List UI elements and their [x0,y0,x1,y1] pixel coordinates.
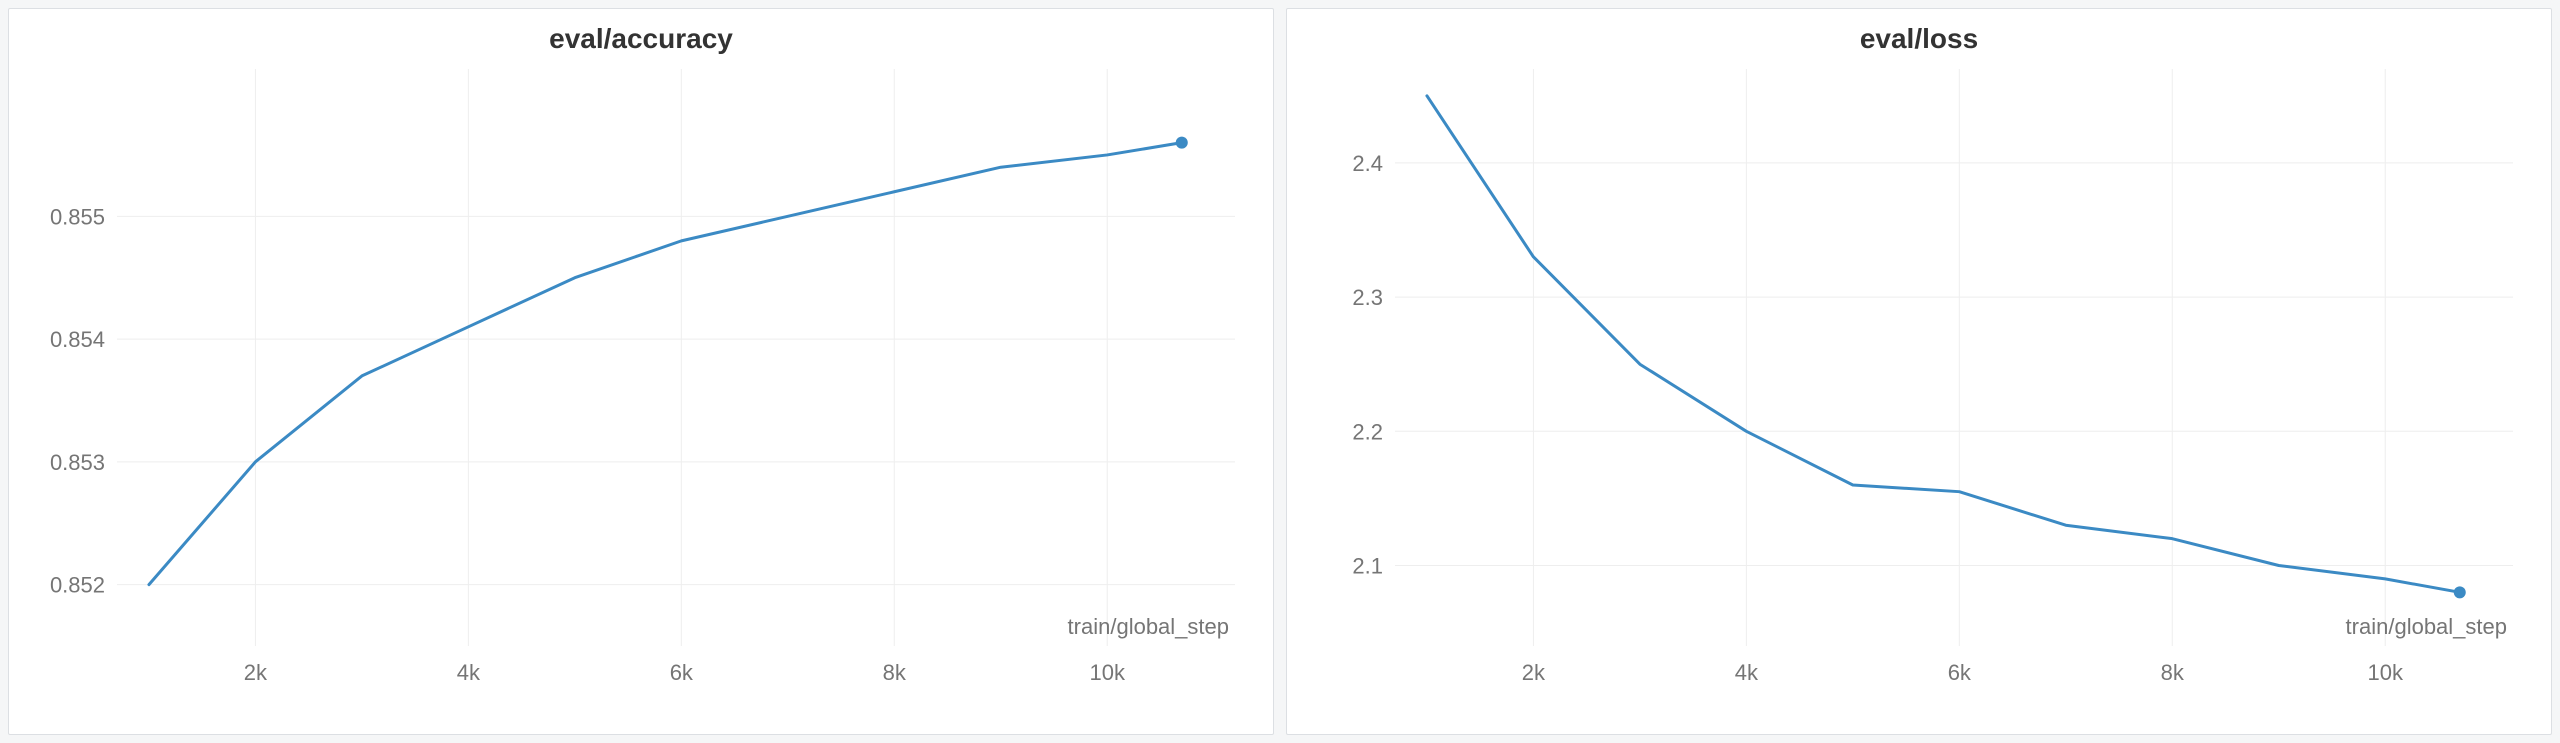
svg-text:10k: 10k [2367,660,2403,685]
svg-text:0.854: 0.854 [50,327,105,352]
svg-text:2.4: 2.4 [1352,151,1383,176]
svg-text:2k: 2k [244,660,268,685]
chart-title: eval/loss [1305,23,2533,55]
chart-panel-accuracy: eval/accuracy 0.852 0.853 0.854 0.855 2k 4k 6k… [8,8,1274,735]
svg-text:6k: 6k [670,660,694,685]
svg-text:2.1: 2.1 [1352,553,1383,578]
svg-text:8k: 8k [883,660,907,685]
chart-body: 0.852 0.853 0.854 0.855 2k 4k 6k 8k 10k train/glo… [27,59,1255,716]
svg-text:0.852: 0.852 [50,573,105,598]
svg-text:0.855: 0.855 [50,204,105,229]
svg-text:4k: 4k [1735,660,1759,685]
svg-text:8k: 8k [2161,660,2185,685]
svg-text:2.3: 2.3 [1352,285,1383,310]
svg-text:train/global_step: train/global_step [2346,614,2507,639]
chart-svg-accuracy: 0.852 0.853 0.854 0.855 2k 4k 6k 8k 10k train/glo… [27,59,1255,716]
chart-svg-loss: 2.1 2.2 2.3 2.4 2k 4k 6k 8k 10k train/global_step [1305,59,2533,716]
svg-text:train/global_step: train/global_step [1068,614,1229,639]
chart-panel-loss: eval/loss 2.1 2.2 2.3 2.4 2k 4k 6k 8k 10k train/g… [1286,8,2552,735]
svg-text:10k: 10k [1089,660,1125,685]
chart-title: eval/accuracy [27,23,1255,55]
chart-body: 2.1 2.2 2.3 2.4 2k 4k 6k 8k 10k train/global_step [1305,59,2533,716]
svg-text:4k: 4k [457,660,481,685]
svg-text:6k: 6k [1948,660,1972,685]
svg-text:2k: 2k [1522,660,1546,685]
svg-text:0.853: 0.853 [50,450,105,475]
svg-text:2.2: 2.2 [1352,419,1383,444]
